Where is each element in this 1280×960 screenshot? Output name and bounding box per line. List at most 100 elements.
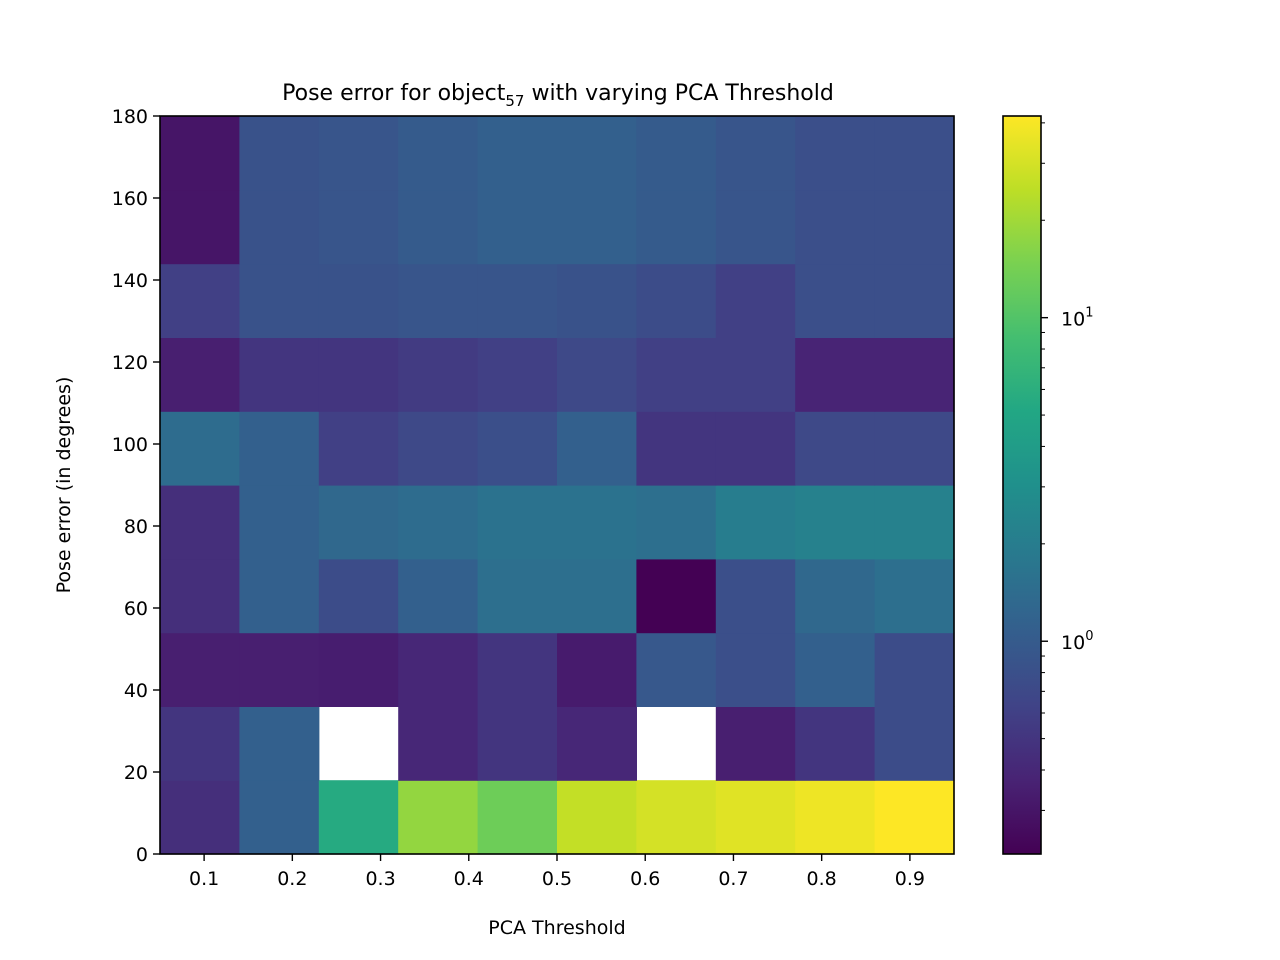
heatmap-cell	[874, 263, 955, 338]
heatmap-cell	[874, 632, 955, 707]
heatmap-cell	[318, 263, 399, 338]
heatmap-cell	[795, 116, 876, 191]
heatmap-cell	[239, 632, 320, 707]
heatmap-cell	[398, 189, 479, 265]
heatmap-cell	[636, 116, 717, 191]
colorbar-ticks: 100 101	[1041, 122, 1093, 811]
heatmap-cell	[715, 189, 796, 265]
x-axis-ticks: 0.1 0.2 0.3 0.4 0.5 0.6 0.7 0.8 0.9	[189, 854, 925, 890]
heatmap-cell	[715, 411, 796, 486]
heatmap-cell	[557, 780, 637, 855]
y-tick-label: 0	[136, 844, 148, 866]
heatmap-cell	[557, 485, 637, 560]
heatmap-cell	[160, 780, 240, 855]
x-tick-label: 0.4	[454, 868, 484, 890]
heatmap-cell	[636, 189, 717, 265]
heatmap-cell	[477, 337, 558, 412]
heatmap-cell	[239, 263, 320, 338]
heatmap-cell	[636, 780, 717, 855]
heatmap-cell	[318, 189, 399, 265]
heatmap-cell	[477, 411, 558, 486]
heatmap-cell	[557, 263, 637, 338]
heatmap-cell	[715, 116, 796, 191]
heatmap-cell	[636, 485, 717, 560]
heatmap-cell	[477, 116, 558, 191]
x-tick-label: 0.8	[807, 868, 837, 890]
x-tick-label: 0.6	[630, 868, 660, 890]
heatmap-cell	[557, 706, 637, 781]
heatmap-cell	[715, 558, 796, 634]
heatmap-cell	[398, 706, 479, 781]
heatmap-cell	[398, 116, 479, 191]
heatmap-cell	[795, 780, 876, 855]
heatmap-cell	[874, 116, 955, 191]
heatmap-cell	[874, 558, 955, 634]
heatmap-cell	[398, 558, 479, 634]
heatmap-cell	[557, 116, 637, 191]
heatmap-cell	[874, 189, 955, 265]
y-tick-label: 160	[112, 188, 148, 210]
heatmap-cell	[795, 706, 876, 781]
heatmap-cell	[477, 189, 558, 265]
heatmap-cell	[160, 558, 240, 634]
chart-title: Pose error for object57 with varying PCA…	[282, 81, 834, 110]
heatmap-cell	[318, 411, 399, 486]
colorbar-frame	[1002, 115, 1042, 855]
heatmap-cell	[318, 558, 399, 634]
heatmap-cell	[318, 337, 399, 412]
x-axis-label: PCA Threshold	[488, 917, 625, 939]
heatmap-cell	[239, 189, 320, 265]
heatmap-cell	[795, 189, 876, 265]
heatmap-cell	[795, 558, 876, 634]
heatmap-cell	[160, 706, 240, 781]
heatmap-cell	[477, 780, 558, 855]
heatmap-cell	[239, 116, 320, 191]
heatmap-cell	[398, 632, 479, 707]
heatmap-cell	[477, 485, 558, 560]
x-tick-label: 0.5	[542, 868, 572, 890]
heatmap-cell	[160, 337, 240, 412]
heatmap-cell	[239, 558, 320, 634]
heatmap-cell	[795, 632, 876, 707]
heatmap-cell	[795, 485, 876, 560]
heatmap-cell	[636, 263, 717, 338]
y-tick-label: 20	[124, 762, 148, 784]
heatmap-cell	[557, 337, 637, 412]
heatmap-cell	[477, 706, 558, 781]
y-axis-label: Pose error (in degrees)	[53, 377, 75, 594]
y-tick-label: 60	[124, 598, 148, 620]
colorbar	[1003, 116, 1041, 854]
x-tick-label: 0.1	[189, 868, 219, 890]
x-tick-label: 0.7	[718, 868, 748, 890]
heatmap-cell	[636, 632, 717, 707]
y-tick-label: 40	[124, 680, 148, 702]
heatmap-cell	[318, 116, 399, 191]
heatmap-cell	[239, 411, 320, 486]
colorbar-tick-label: 101	[1061, 306, 1093, 331]
heatmap-cell	[398, 337, 479, 412]
heatmap-cell	[239, 485, 320, 560]
x-tick-label: 0.3	[365, 868, 395, 890]
heatmap-cell	[477, 632, 558, 707]
y-tick-label: 180	[112, 106, 148, 128]
heatmap-cell	[557, 558, 637, 634]
heatmap-cell	[398, 263, 479, 338]
heatmap-cell	[160, 485, 240, 560]
heatmap-cell	[160, 116, 240, 191]
heatmap-cell	[239, 780, 320, 855]
heatmap-cell	[795, 337, 876, 412]
heatmap-cell	[715, 485, 796, 560]
x-tick-label: 0.2	[277, 868, 307, 890]
heatmap-cell	[874, 337, 955, 412]
heatmap-cell	[239, 337, 320, 412]
heatmap-cell	[557, 411, 637, 486]
heatmap-cell	[557, 189, 637, 265]
heatmap-cell	[636, 558, 717, 634]
heatmap-cell	[318, 632, 399, 707]
heatmap-cell	[160, 632, 240, 707]
heatmap-cell	[398, 411, 479, 486]
y-axis-ticks: 0 20 40 60 80 100 120 140 160 180	[112, 106, 160, 866]
heatmap-cell	[874, 706, 955, 781]
y-tick-label: 140	[112, 270, 148, 292]
y-tick-label: 80	[124, 516, 148, 538]
